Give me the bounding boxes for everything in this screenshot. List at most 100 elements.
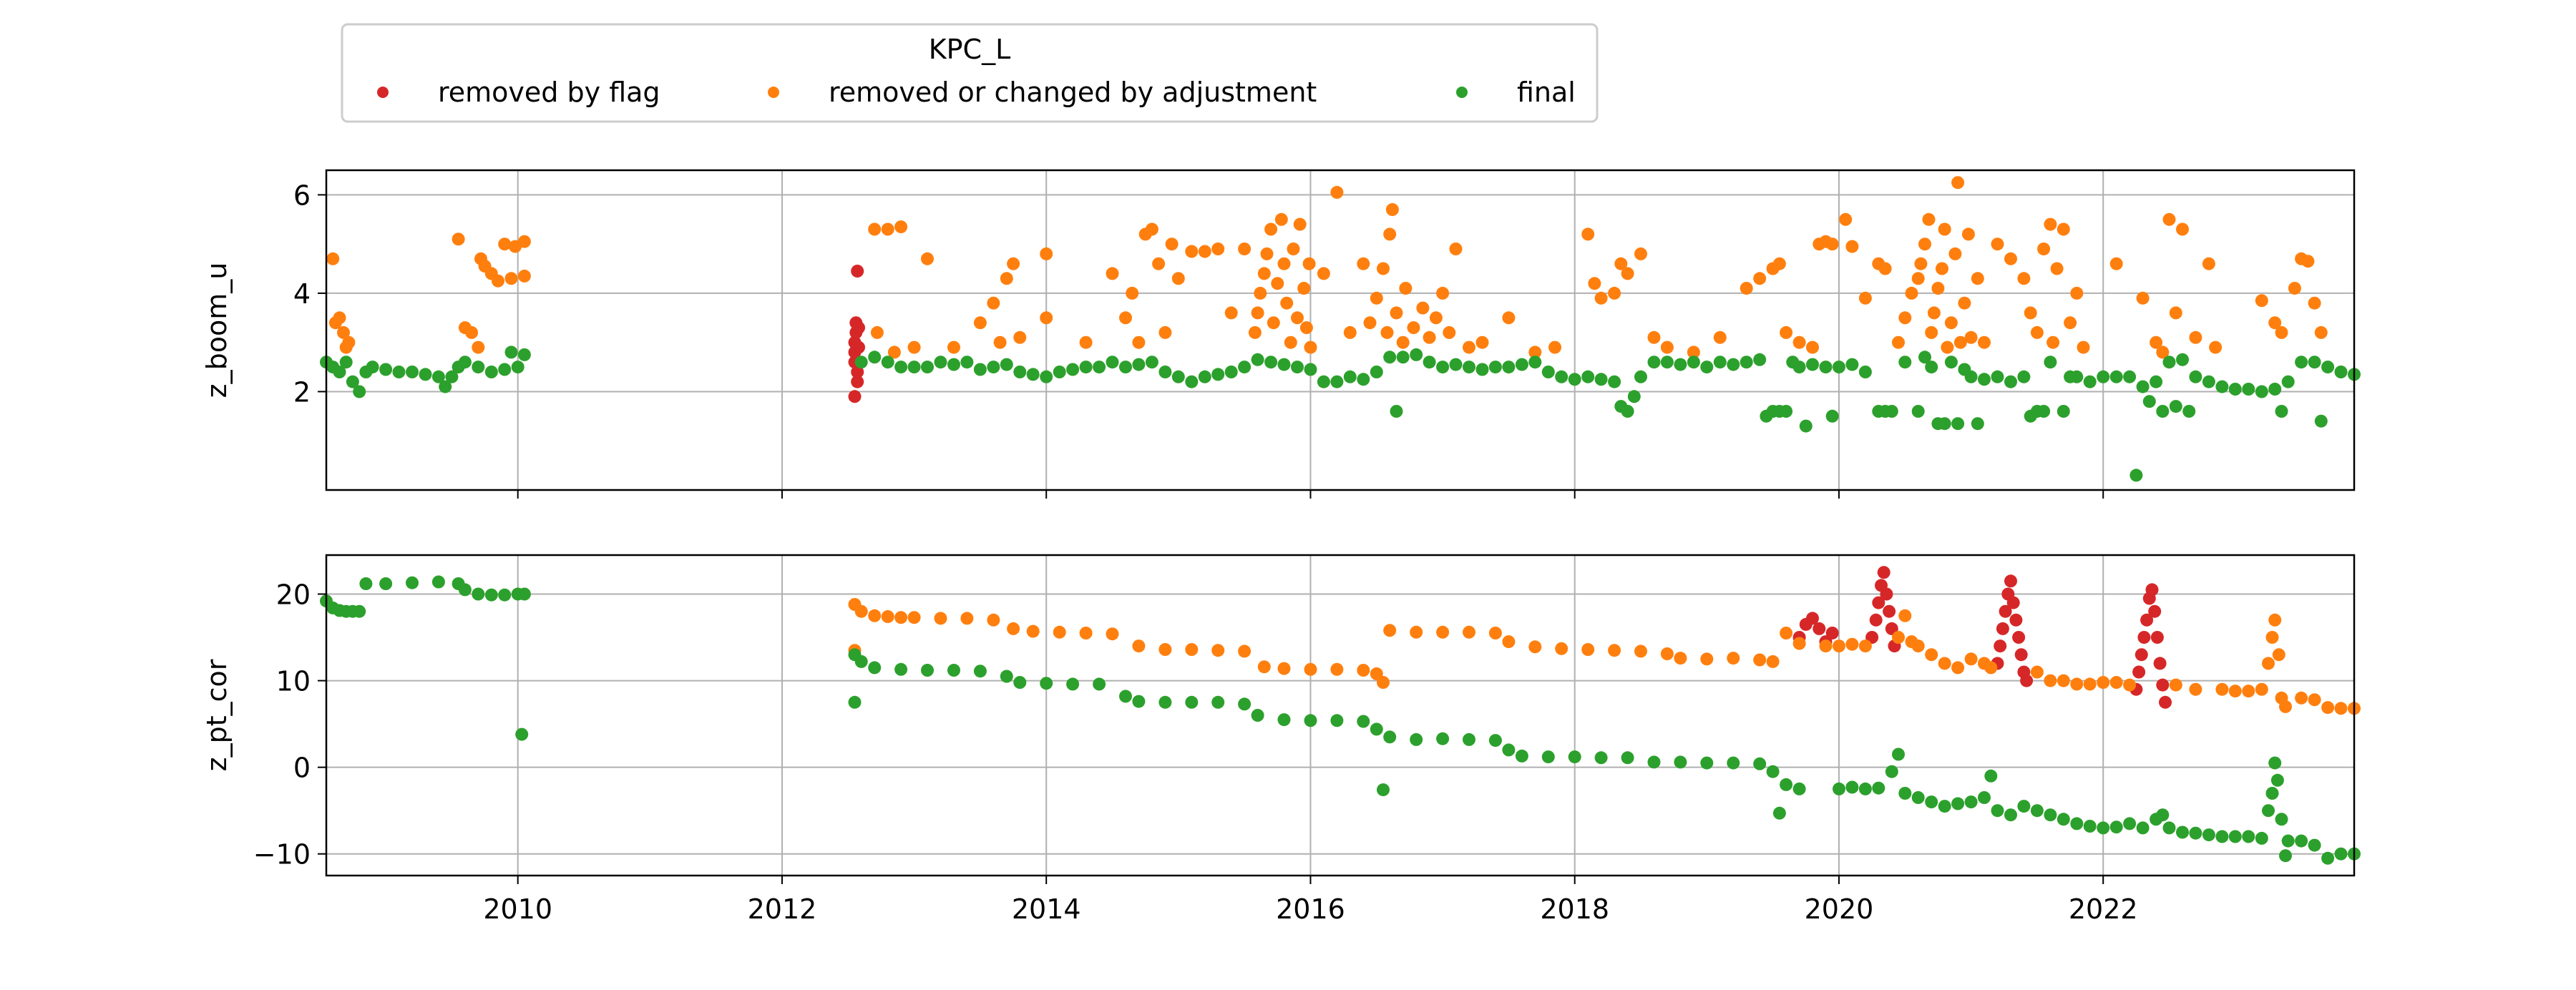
data-point-final [2150, 375, 2163, 388]
data-point-final [1158, 695, 1172, 709]
data-point-removed-or-changed-by-adjustment [2070, 677, 2084, 691]
data-point-final [2334, 847, 2348, 861]
data-point-removed-or-changed-by-adjustment [2004, 252, 2017, 265]
data-point-removed-or-changed-by-adjustment [1330, 185, 1344, 199]
data-point-final [2097, 370, 2110, 383]
data-point-removed-or-changed-by-adjustment [2162, 212, 2176, 226]
data-point-final [353, 604, 366, 618]
data-point-final [2215, 380, 2229, 393]
data-point-removed-or-changed-by-adjustment [1396, 335, 1410, 349]
data-point-removed-by-flag [1806, 612, 1819, 625]
data-point-final [1898, 356, 1912, 369]
data-point-removed-or-changed-by-adjustment [2242, 685, 2255, 698]
data-point-final [2295, 834, 2308, 848]
data-point-final [1700, 361, 1714, 374]
data-point-removed-or-changed-by-adjustment [1971, 272, 1984, 285]
data-point-removed-by-flag [1872, 596, 1885, 609]
data-point-removed-or-changed-by-adjustment [1171, 272, 1185, 285]
data-point-final [1145, 356, 1158, 369]
legend: KPC_L removed by flag removed or changed… [341, 23, 1599, 123]
data-point-final [2037, 405, 2051, 418]
data-point-removed-or-changed-by-adjustment [1407, 321, 1420, 335]
data-point-removed-or-changed-by-adjustment [1423, 330, 1436, 344]
data-point-final [1377, 783, 1390, 797]
data-point-final [1383, 351, 1397, 364]
data-point-removed-or-changed-by-adjustment [1198, 245, 1211, 258]
data-point-final [1211, 368, 1225, 381]
data-point-removed-by-flag [1994, 639, 2007, 653]
series-removed-by-flag [848, 265, 865, 403]
data-point-removed-or-changed-by-adjustment [2288, 282, 2301, 295]
data-point-final [2176, 353, 2189, 366]
data-point-final [1621, 405, 1634, 418]
data-point-removed-or-changed-by-adjustment [1772, 257, 1786, 270]
data-point-removed-or-changed-by-adjustment [2150, 335, 2163, 349]
data-point-final [1885, 765, 1898, 778]
data-point-removed-or-changed-by-adjustment [2030, 665, 2044, 679]
data-point-final [1660, 356, 1674, 369]
data-point-final [2070, 817, 2084, 830]
data-point-final [359, 577, 373, 590]
data-point-final [1938, 417, 1951, 431]
data-point-final [2017, 370, 2031, 383]
data-point-final [333, 366, 346, 378]
data-point-removed-or-changed-by-adjustment [1833, 639, 1845, 653]
data-point-final [2169, 400, 2182, 413]
data-point-final [1674, 358, 1687, 371]
data-point-final [2162, 356, 2176, 369]
data-point-final [1833, 361, 1845, 374]
data-point-final [504, 345, 518, 359]
data-point-final [1594, 373, 1608, 386]
data-point-removed-or-changed-by-adjustment [2279, 700, 2292, 713]
data-point-final [854, 356, 868, 369]
data-point-removed-or-changed-by-adjustment [1753, 653, 1767, 667]
data-point-final [1568, 373, 1581, 386]
data-point-removed-or-changed-by-adjustment [1257, 267, 1271, 280]
data-point-removed-or-changed-by-adjustment [1964, 330, 1978, 344]
data-point-removed-or-changed-by-adjustment [2169, 678, 2182, 692]
data-point-removed-or-changed-by-adjustment [1211, 644, 1225, 657]
data-point-removed-or-changed-by-adjustment [1363, 316, 1377, 330]
data-point-removed-or-changed-by-adjustment [1287, 242, 1300, 255]
data-point-final [1806, 358, 1819, 371]
data-point-final [1132, 358, 1146, 371]
data-point-removed-by-flag [2150, 631, 2164, 644]
data-point-removed-or-changed-by-adjustment [1145, 222, 1158, 236]
data-point-removed-by-flag [1996, 622, 2009, 635]
data-point-final [1892, 748, 1905, 761]
data-point-final [987, 361, 1000, 374]
data-point-final [517, 348, 531, 361]
data-point-final [1772, 806, 1786, 820]
data-point-removed-or-changed-by-adjustment [987, 296, 1000, 310]
data-point-removed-or-changed-by-adjustment [1594, 291, 1608, 305]
data-point-removed-or-changed-by-adjustment [1608, 644, 1621, 657]
data-point-removed-or-changed-by-adjustment [1898, 311, 1912, 325]
data-point-removed-or-changed-by-adjustment [1780, 325, 1793, 339]
data-point-removed-by-flag [2153, 657, 2167, 670]
data-point-final [1792, 782, 1806, 795]
data-point-final [1780, 405, 1793, 418]
data-point-final [1449, 358, 1463, 371]
data-point-final [1171, 370, 1185, 383]
data-point-removed-or-changed-by-adjustment [1302, 257, 1316, 270]
data-point-removed-or-changed-by-adjustment [1436, 286, 1450, 300]
data-point-removed-by-flag [2009, 613, 2023, 627]
data-point-final [2123, 817, 2137, 830]
data-point-removed-or-changed-by-adjustment [1277, 257, 1291, 270]
data-point-final [960, 356, 974, 369]
data-point-removed-by-flag [852, 321, 865, 335]
data-point-removed-or-changed-by-adjustment [2057, 222, 2070, 236]
data-point-removed-by-flag [2135, 648, 2148, 662]
data-point-removed-or-changed-by-adjustment [1991, 237, 2004, 251]
data-point-final [1944, 356, 1958, 369]
data-point-removed-or-changed-by-adjustment [1936, 262, 1948, 275]
data-point-final [2129, 469, 2143, 482]
data-point-final [2097, 821, 2110, 835]
data-point-final [1158, 366, 1172, 378]
data-point-final [511, 361, 525, 374]
legend-label-removed-or-changed: removed or changed by adjustment [829, 77, 1317, 108]
data-point-removed-or-changed-by-adjustment [1845, 240, 1859, 253]
data-point-removed-or-changed-by-adjustment [1264, 222, 1278, 236]
data-point-final [346, 375, 359, 388]
data-point-removed-by-flag [2004, 574, 2017, 588]
